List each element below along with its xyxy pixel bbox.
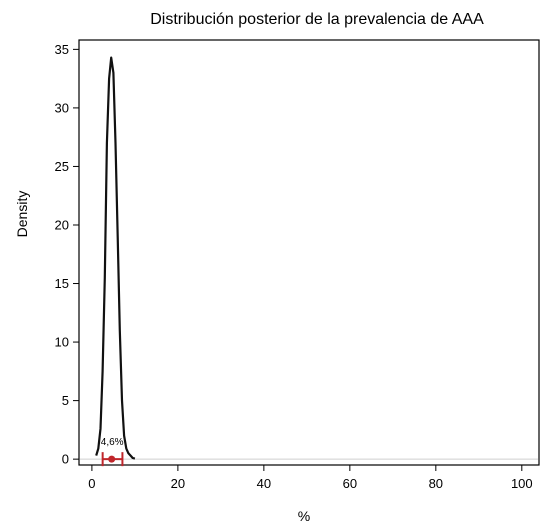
plot-frame	[78, 39, 540, 466]
x-axis: 0 20 40 60 80 100	[88, 465, 533, 491]
x-tick-label: 40	[257, 476, 271, 491]
estimate-label: 4,6%	[101, 437, 124, 448]
density-curve	[95, 56, 136, 460]
x-tick-label: 80	[429, 476, 443, 491]
x-tick-label: 60	[343, 476, 357, 491]
x-tick-label: 0	[88, 476, 95, 491]
chart-title: Distribución posterior de la prevalencia…	[150, 11, 484, 28]
y-axis-label: Density	[14, 191, 30, 238]
y-tick-label: 25	[55, 159, 69, 174]
credible-interval	[101, 452, 124, 467]
y-tick-label: 15	[55, 276, 69, 291]
y-tick-label: 20	[55, 217, 69, 232]
x-tick-label: 100	[511, 476, 533, 491]
y-tick-label: 30	[55, 100, 69, 115]
x-axis-label: %	[298, 508, 310, 524]
y-tick-label: 5	[62, 393, 69, 408]
y-tick-label: 35	[55, 42, 69, 57]
y-axis: 0 5 10 15 20 25 30 35	[55, 42, 79, 467]
y-tick-label: 10	[55, 335, 69, 350]
x-tick-label: 20	[171, 476, 185, 491]
point-estimate-marker	[108, 455, 116, 463]
y-tick-label: 0	[62, 452, 69, 467]
